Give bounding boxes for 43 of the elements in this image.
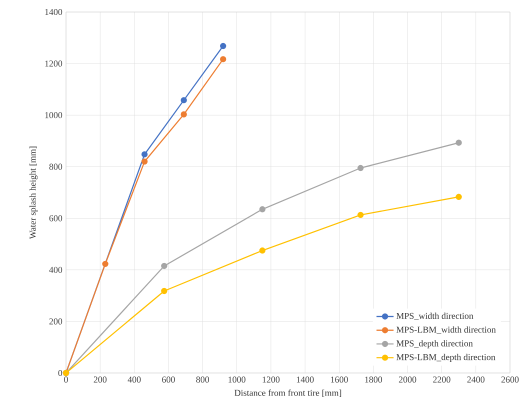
legend-label: MPS_depth direction	[396, 340, 473, 348]
point	[259, 206, 266, 212]
y-tick-label: 800	[49, 164, 62, 170]
x-tick-label: 200	[94, 376, 107, 383]
x-tick-label: 400	[128, 376, 141, 383]
point	[456, 140, 462, 146]
point	[161, 288, 168, 294]
point	[259, 247, 266, 254]
point	[102, 260, 108, 268]
point	[161, 262, 168, 270]
point	[180, 97, 187, 104]
y-tick-label: 200	[49, 318, 62, 324]
x-tick-label: 1600	[331, 376, 348, 383]
point	[220, 56, 226, 62]
x-tick-label: 2200	[433, 376, 450, 383]
point	[180, 111, 187, 118]
y-tick-label: 1000	[45, 112, 62, 118]
x-tick-label: 2000	[398, 376, 416, 383]
point	[220, 42, 226, 50]
x-tick-label: 600	[162, 376, 175, 383]
legend-label: MPS_width direction	[396, 312, 474, 320]
y-axis-title: Water splash height [mm]	[29, 146, 38, 239]
point	[141, 151, 148, 158]
x-axis-title: Distance from front tire [mm]	[234, 389, 342, 398]
y-tick-label: 600	[49, 215, 62, 222]
y-tick-label: 1400	[45, 8, 62, 16]
x-tick-label: 1800	[365, 376, 382, 383]
x-tick-label: 1200	[262, 376, 280, 383]
point	[357, 212, 364, 218]
legend-label: MPS-LBM_depth direction	[396, 354, 496, 362]
legend-label: MPS-LBM_width direction	[396, 326, 496, 334]
x-tick-label: 1400	[296, 376, 314, 383]
point	[357, 164, 364, 172]
point	[456, 194, 462, 200]
y-tick-label: 1200	[45, 60, 62, 67]
y-tick-label: 400	[49, 266, 62, 273]
x-tick-label: 1000	[228, 376, 246, 383]
x-tick-label: 0	[64, 376, 68, 383]
x-tick-label: 2600	[501, 376, 519, 383]
x-tick-label: 2400	[467, 376, 485, 383]
y-tick-label: 0	[58, 370, 62, 376]
x-tick-label: 800	[196, 376, 210, 383]
point	[141, 158, 148, 165]
